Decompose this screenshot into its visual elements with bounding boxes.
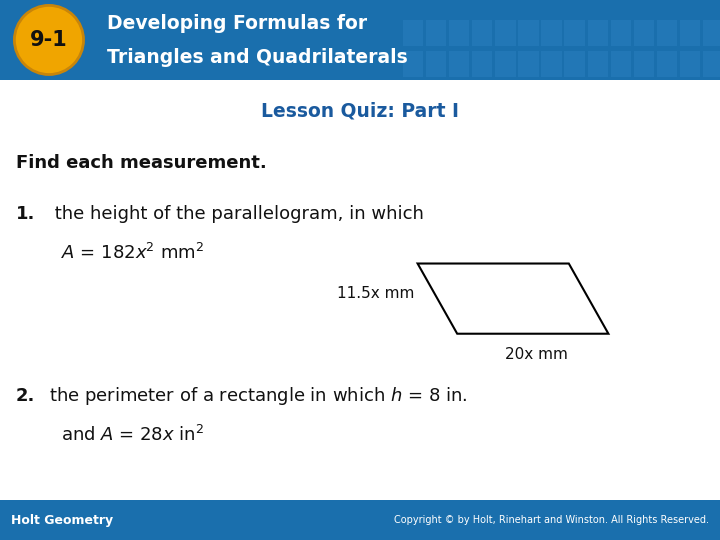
Text: Find each measurement.: Find each measurement.: [16, 153, 266, 172]
Bar: [634, 20, 654, 46]
Bar: [680, 51, 700, 77]
Bar: [564, 20, 585, 46]
Text: 9-1: 9-1: [30, 30, 68, 50]
Bar: [518, 20, 539, 46]
Ellipse shape: [14, 5, 84, 75]
Bar: [611, 51, 631, 77]
Text: 20x mm: 20x mm: [505, 347, 568, 362]
Text: the perimeter of a rectangle in which $\mathit{h}$ = 8 in.: the perimeter of a rectangle in which $\…: [49, 385, 467, 407]
Text: 11.5x mm: 11.5x mm: [337, 286, 414, 301]
Text: Copyright © by Holt, Rinehart and Winston. All Rights Reserved.: Copyright © by Holt, Rinehart and Winsto…: [395, 515, 709, 525]
Bar: [657, 51, 677, 77]
Bar: [472, 20, 492, 46]
Text: Lesson Quiz: Part I: Lesson Quiz: Part I: [261, 102, 459, 121]
Bar: [634, 51, 654, 77]
Bar: [449, 20, 469, 46]
Bar: [541, 20, 562, 46]
Bar: [403, 20, 423, 46]
Text: $\mathit{A}$ = 182$\mathit{x}$$^2$ mm$^2$: $\mathit{A}$ = 182$\mathit{x}$$^2$ mm$^2…: [61, 242, 204, 263]
Bar: [611, 20, 631, 46]
Bar: [703, 20, 720, 46]
Bar: [495, 20, 516, 46]
Bar: [472, 51, 492, 77]
Bar: [657, 20, 677, 46]
Bar: [564, 51, 585, 77]
Text: and $\mathit{A}$ = 28$\mathit{x}$ in$^2$: and $\mathit{A}$ = 28$\mathit{x}$ in$^2$: [61, 424, 204, 445]
Bar: [0, 0, 720, 80]
Polygon shape: [418, 264, 608, 334]
Text: Developing Formulas for: Developing Formulas for: [107, 15, 366, 33]
Bar: [680, 20, 700, 46]
Bar: [495, 51, 516, 77]
Bar: [518, 51, 539, 77]
Bar: [449, 51, 469, 77]
Bar: [541, 51, 562, 77]
Bar: [426, 20, 446, 46]
Text: the height of the parallelogram, in which: the height of the parallelogram, in whic…: [49, 205, 424, 223]
Text: 2.: 2.: [16, 387, 35, 405]
Text: Triangles and Quadrilaterals: Triangles and Quadrilaterals: [107, 48, 408, 67]
Bar: [403, 51, 423, 77]
Bar: [0, 500, 720, 540]
Text: Holt Geometry: Holt Geometry: [11, 514, 113, 526]
Bar: [588, 20, 608, 46]
Bar: [426, 51, 446, 77]
Bar: [703, 51, 720, 77]
Text: 1.: 1.: [16, 205, 35, 223]
Bar: [588, 51, 608, 77]
